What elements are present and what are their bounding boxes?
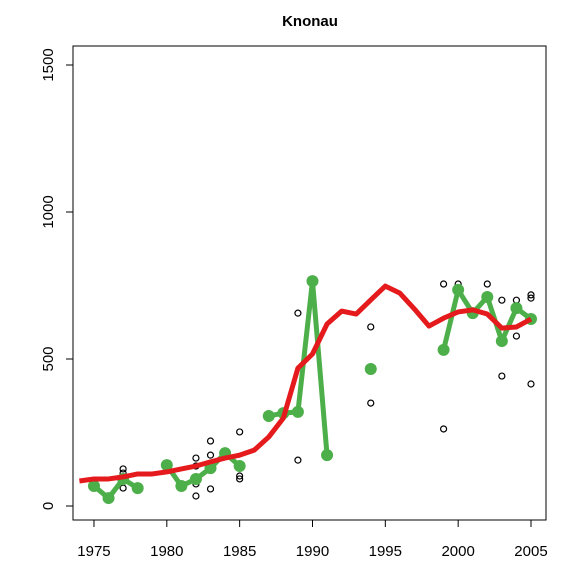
y-tick-label: 500: [40, 346, 57, 371]
plot-frame: [72, 45, 547, 521]
observation-point: [367, 399, 375, 407]
observation-point: [498, 296, 506, 304]
mean-point: [160, 459, 173, 472]
mean-point: [175, 480, 188, 493]
observation-point: [527, 380, 535, 388]
observation-point: [206, 437, 215, 445]
mean-point: [306, 275, 319, 288]
observation-point: [483, 280, 491, 288]
mean-point: [131, 482, 144, 495]
mean-point: [364, 362, 377, 375]
series-line: [79, 283, 533, 484]
x-tick-label: 2000: [441, 543, 474, 560]
observation-point: [294, 309, 302, 317]
mean-point: [87, 480, 100, 493]
observation-point: [527, 294, 535, 302]
mean-point: [495, 335, 508, 348]
y-tick-label: 1500: [40, 48, 57, 81]
observation-point: [192, 454, 200, 462]
observation-point: [236, 428, 244, 436]
observation-point: [206, 485, 215, 493]
observation-point: [236, 472, 244, 480]
mean-point: [102, 492, 115, 505]
x-tick-label: 1975: [77, 543, 110, 560]
observation-point: [119, 484, 127, 492]
mean-point: [262, 410, 275, 423]
observation-point: [192, 492, 200, 500]
observation-point: [512, 332, 521, 340]
mean-point: [437, 343, 450, 356]
mean-point: [510, 302, 523, 315]
mean-point: [291, 405, 304, 418]
observation-point: [367, 323, 375, 331]
x-tick-label: 2005: [514, 543, 547, 560]
observation-point: [236, 475, 244, 483]
x-tick-label: 1980: [150, 543, 183, 560]
observation-point: [439, 280, 448, 288]
x-tick-label: 1995: [369, 543, 402, 560]
observation-point: [439, 425, 448, 433]
observation-point: [206, 451, 215, 459]
series-line: [92, 278, 533, 501]
observation-point: [119, 465, 127, 473]
y-tick-label: 0: [40, 502, 57, 510]
mean-point: [321, 449, 334, 462]
x-tick-label: 1990: [296, 543, 329, 560]
mean-point: [189, 472, 202, 485]
y-tick-label: 1000: [40, 195, 57, 228]
mean-point: [233, 460, 246, 473]
chart-title: Knonau: [282, 13, 338, 30]
mean-point: [452, 283, 465, 296]
x-tick-label: 1985: [223, 543, 256, 560]
observation-point: [498, 372, 506, 380]
observation-point: [294, 456, 302, 464]
mean-point: [481, 290, 494, 303]
observation-point: [527, 291, 535, 299]
